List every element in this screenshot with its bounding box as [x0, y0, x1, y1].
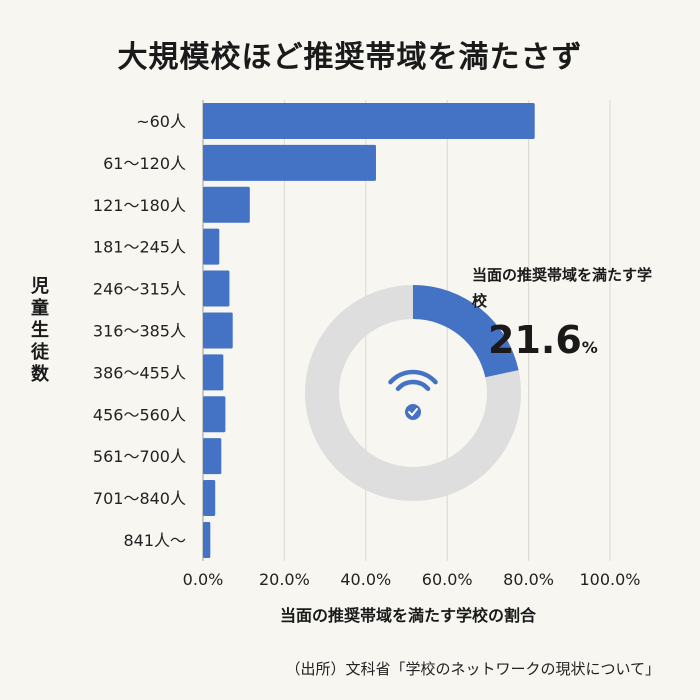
bar [203, 521, 211, 558]
bar [203, 270, 230, 307]
x-tick-label: 0.0% [183, 570, 224, 589]
x-axis-label: 当面の推奨帯域を満たす学校の割合 [279, 606, 536, 625]
x-tick-label: 60.0% [422, 570, 473, 589]
category-label: 561～700人 [93, 447, 186, 466]
y-axis-label: 児童生徒数 [31, 276, 49, 385]
category-label: 316～385人 [93, 321, 186, 340]
bar [203, 228, 220, 265]
bar [203, 186, 250, 223]
donut-slice [413, 285, 519, 378]
bar [203, 480, 216, 517]
donut-value-number: 21.6 [488, 318, 582, 362]
bar [203, 102, 535, 139]
donut-label: 当面の推奨帯域を満たす学校 [472, 266, 653, 310]
chart-title: 大規模校ほど推奨帯域を満たさず [117, 40, 583, 75]
category-label: 121～180人 [93, 196, 186, 215]
donut-value-unit: % [581, 338, 598, 357]
donut-value: 21.6% [488, 318, 598, 362]
bar [203, 354, 224, 391]
category-label: 456～560人 [93, 405, 186, 424]
bar [203, 312, 233, 349]
category-label: ~60人 [136, 112, 186, 131]
x-tick-label: 100.0% [579, 570, 640, 589]
x-tick-label: 40.0% [340, 570, 391, 589]
category-label: 841人～ [123, 531, 186, 550]
wifi-check-icon [388, 369, 438, 420]
source-note: （出所）文科省「学校のネットワークの現状について」 [285, 660, 660, 678]
x-tick-label: 80.0% [503, 570, 554, 589]
category-label: 181～245人 [93, 238, 186, 257]
category-label: 246～315人 [93, 280, 186, 299]
x-tick-label: 20.0% [259, 570, 310, 589]
bar [203, 396, 226, 433]
category-label: 701～840人 [93, 489, 186, 508]
category-label: 61～120人 [103, 154, 186, 173]
bar [203, 144, 376, 181]
bar [203, 438, 222, 475]
category-label: 386～455人 [93, 363, 186, 382]
